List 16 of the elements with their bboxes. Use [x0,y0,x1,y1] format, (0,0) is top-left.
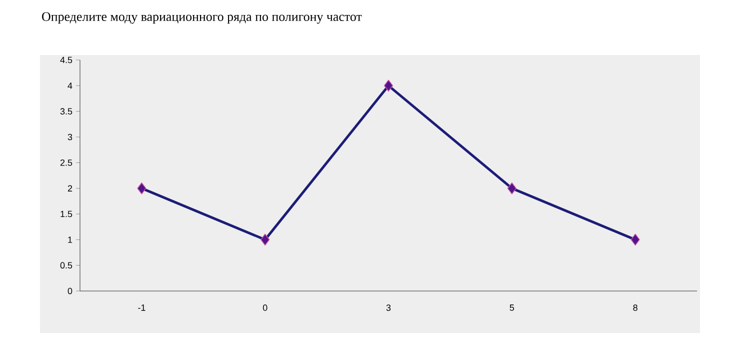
x-tick-label: 3 [386,304,391,311]
x-tick-label: 0 [262,304,268,311]
y-tick-label: 2.5 [60,159,72,166]
y-tick-label: 4.5 [60,56,72,64]
y-tick-label: 3.5 [60,108,72,115]
y-tick-label: 3 [68,134,72,140]
x-tick-label: 5 [510,304,514,311]
x-tick-label: -1 [138,304,146,311]
y-tick-label: 1 [68,236,72,243]
y-tick-label: 0 [68,288,72,294]
y-tick-label: 1.5 [60,210,72,218]
chart-title: Определите моду вариационного ряда по полигону частот [42,12,362,24]
y-tick-label: 0.5 [60,262,72,269]
x-tick-label: 8 [633,304,638,311]
y-tick-label: 2 [68,185,72,192]
y-tick-label: 4 [68,82,72,89]
